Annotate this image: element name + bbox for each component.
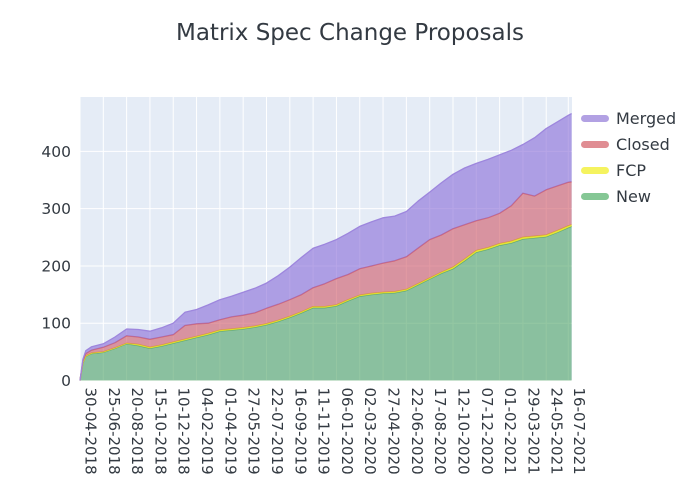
x-tick-label: 22-06-2020 [408, 388, 426, 475]
x-tick-label: 17-08-2020 [431, 388, 449, 475]
chart-title: Matrix Spec Change Proposals [175, 20, 524, 46]
legend-label: Closed [616, 135, 670, 154]
x-tick-label: 02-03-2020 [361, 388, 379, 475]
x-tick-label: 16-09-2019 [291, 388, 309, 475]
x-tick-label: 12-10-2020 [454, 388, 472, 475]
y-tick-label: 300 [41, 200, 71, 218]
new-swatch-icon [581, 193, 609, 200]
x-tick-label: 27-05-2019 [245, 388, 263, 475]
legend-item-merged[interactable]: Merged [581, 109, 676, 128]
stacked-areas [79, 113, 572, 381]
x-tick-label: 01-04-2019 [221, 388, 239, 475]
merged-swatch-icon [581, 115, 609, 122]
area-merged-line [79, 113, 572, 381]
closed-swatch-icon [581, 141, 609, 148]
x-tick-label: 11-11-2019 [315, 388, 333, 475]
x-tick-label: 16-07-2021 [570, 388, 588, 475]
legend-item-closed[interactable]: Closed [581, 135, 676, 154]
x-tick-label: 15-10-2018 [151, 388, 169, 475]
area-new-fill [80, 226, 572, 381]
legend-item-fcp[interactable]: FCP [581, 161, 676, 180]
x-tick-label: 27-04-2020 [385, 388, 403, 475]
y-tick-label: 0 [61, 372, 71, 390]
legend-label: FCP [616, 161, 647, 180]
x-tick-label: 22-07-2019 [268, 388, 286, 475]
x-tick-label: 10-12-2018 [175, 388, 193, 475]
y-tick-label: 200 [41, 257, 71, 275]
x-tick-label: 06-01-2020 [338, 388, 356, 475]
legend: Merged Closed FCP New [581, 109, 676, 206]
x-tick-label: 29-03-2021 [524, 388, 542, 475]
y-axis-ticks: 0 100 200 300 400 [41, 143, 71, 390]
x-tick-label: 07-12-2020 [478, 388, 496, 475]
fcp-swatch-icon [581, 167, 609, 174]
x-tick-label: 04-02-2019 [198, 388, 216, 475]
x-tick-label: 25-06-2018 [105, 388, 123, 475]
area-merged-fill [80, 113, 572, 381]
x-tick-label: 24-05-2021 [548, 388, 566, 475]
y-tick-label: 400 [41, 143, 71, 161]
y-tick-label: 100 [41, 315, 71, 333]
x-axis-ticks: 30-04-2018 25-06-2018 20-08-2018 15-10-2018… [82, 388, 588, 475]
x-tick-label: 01-02-2021 [501, 388, 519, 475]
x-tick-label: 20-08-2018 [128, 388, 146, 475]
legend-item-new[interactable]: New [581, 187, 676, 206]
legend-label: Merged [616, 109, 677, 128]
x-tick-label: 30-04-2018 [82, 388, 100, 475]
legend-label: New [616, 187, 651, 206]
